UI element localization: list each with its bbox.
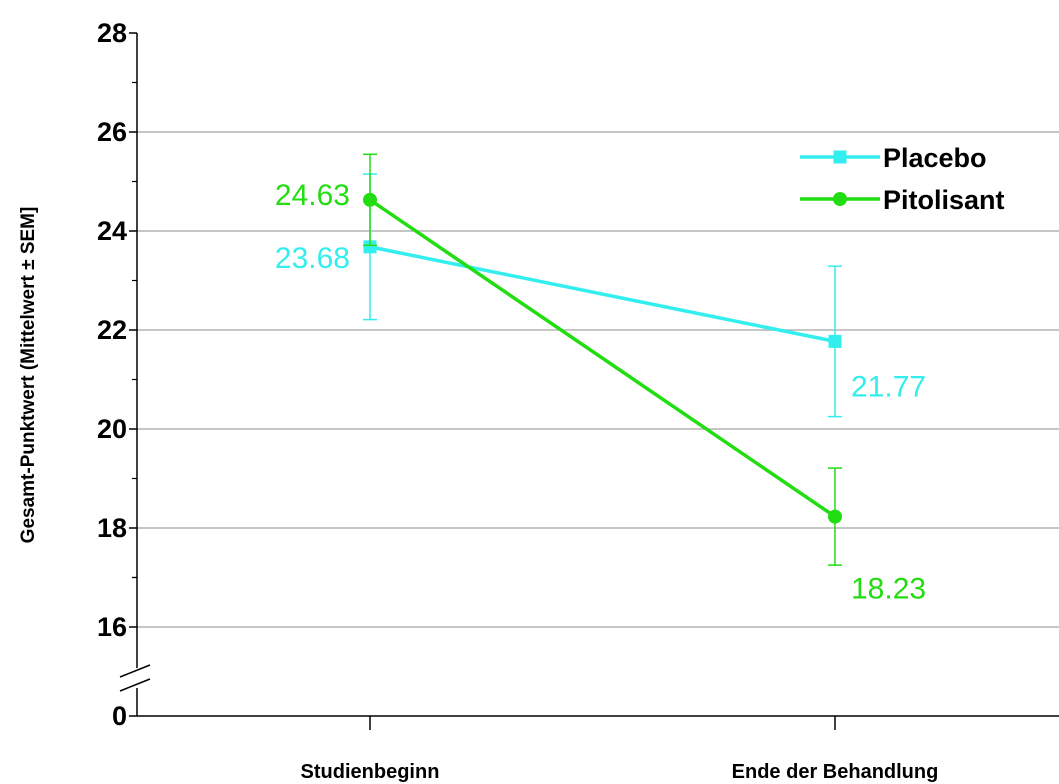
y-tick-label: 20	[97, 414, 127, 444]
y-tick-label: 16	[97, 612, 127, 642]
x-categories: Studienbeginn Ende der Behandlung	[301, 716, 939, 783]
data-label: 23.68	[275, 242, 350, 275]
x-tick-label: Studienbeginn	[301, 761, 440, 783]
legend-label: Placebo	[883, 143, 987, 173]
grid	[137, 131, 1059, 628]
data-point	[363, 240, 377, 254]
legend-marker	[833, 192, 847, 206]
legend-label: Pitolisant	[883, 185, 1005, 215]
legend-item-placebo: Placebo	[800, 143, 987, 173]
data-point	[828, 509, 842, 524]
legend-item-pitolisant: Pitolisant	[800, 185, 1005, 215]
data-labels: 23.68 21.77 24.63 18.23	[275, 179, 926, 606]
legend-marker	[833, 150, 847, 164]
axis-break-mark	[119, 678, 151, 692]
data-label: 24.63	[275, 179, 350, 212]
series-line	[369, 198, 836, 519]
series-pitolisant	[363, 153, 842, 566]
y-tick-label: 0	[112, 701, 127, 731]
y-axis-title: Gesamt-Punktwert (Mittelwert ± SEM]	[18, 207, 39, 544]
legend: Placebo Pitolisant	[800, 143, 1005, 215]
axis-break-mark	[119, 664, 151, 678]
data-point	[363, 192, 377, 207]
data-label: 18.23	[851, 573, 926, 606]
series-placebo	[363, 173, 842, 418]
series-layer	[363, 153, 842, 566]
y-tick-label: 22	[97, 315, 127, 345]
y-tick-label: 26	[97, 117, 127, 147]
y-tick-label: 28	[97, 18, 127, 48]
data-point	[828, 334, 842, 348]
data-label: 21.77	[851, 370, 926, 403]
y-tick-label: 18	[97, 513, 127, 543]
axes	[119, 33, 1059, 717]
x-tick-label: Ende der Behandlung	[732, 761, 939, 783]
y-tick-label: 24	[97, 216, 127, 246]
y-ticks: 0 16 18 20 22 24 26 28	[97, 18, 137, 731]
series-line	[369, 245, 836, 344]
